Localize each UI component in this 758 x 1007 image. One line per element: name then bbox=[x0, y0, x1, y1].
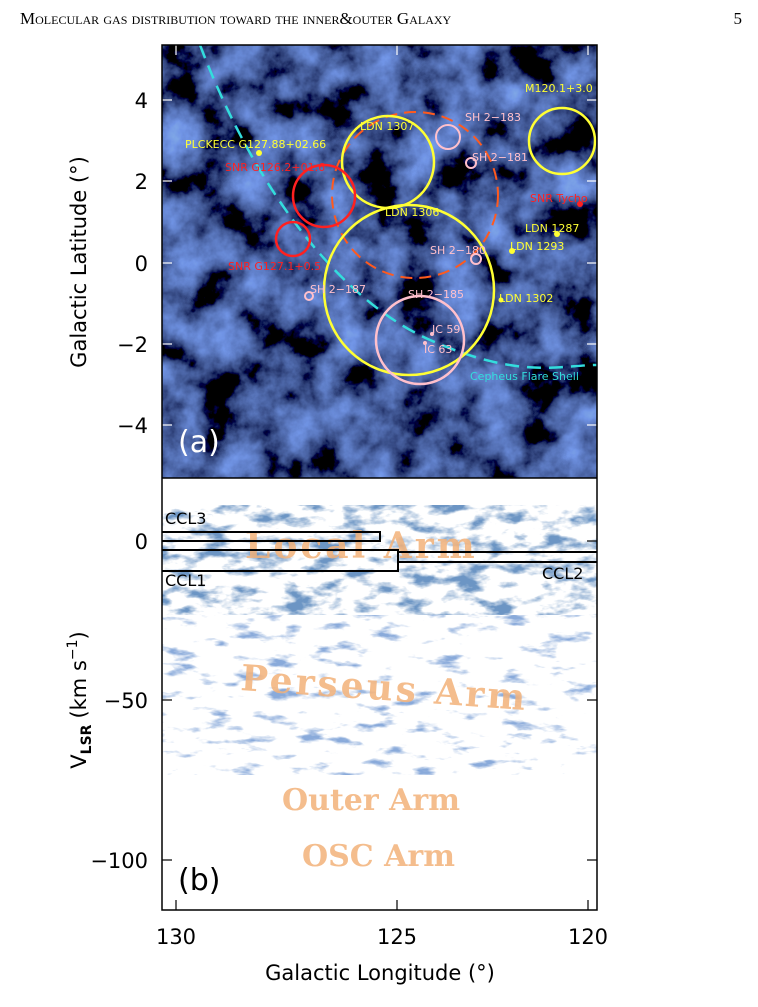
x-tick-label: 130 bbox=[156, 925, 196, 949]
panel-b: Local Arm Perseus Arm Outer Arm OSC Arm … bbox=[162, 478, 597, 910]
annotation: SH 2−187 bbox=[310, 283, 366, 296]
y-tick-label: −2 bbox=[117, 333, 148, 357]
annotation: SNR G126.2+01.6 bbox=[225, 161, 325, 174]
box-label: CCL2 bbox=[542, 564, 583, 583]
tick-marks-a bbox=[162, 45, 597, 426]
box-label: CCL3 bbox=[165, 509, 206, 528]
annotation: SNR Tycho bbox=[530, 192, 588, 205]
annotation: IC 59 bbox=[432, 323, 460, 336]
arm-label: Outer Arm bbox=[282, 783, 460, 818]
annotation: LDN 1302 bbox=[499, 292, 553, 305]
title-part: (km s bbox=[67, 660, 91, 718]
page-number: 5 bbox=[734, 9, 743, 28]
annotation: M120.1+3.0 bbox=[525, 82, 593, 95]
title-sup: −1 bbox=[65, 639, 81, 660]
panel-label: (a) bbox=[178, 425, 220, 460]
annotation: PLCKECC G127.88+02.66 bbox=[185, 138, 326, 151]
y-tick-label: −100 bbox=[90, 849, 148, 873]
y-tick-label: −50 bbox=[104, 689, 148, 713]
annotation: SNR G127.1+0.5 bbox=[228, 260, 321, 273]
tick-marks-b bbox=[162, 540, 597, 910]
annotation: LDN 1287 bbox=[525, 222, 579, 235]
arm-label: OSC Arm bbox=[302, 839, 455, 874]
y-axis-title: Galactic Latitude (°) bbox=[67, 156, 91, 368]
y-tick-label: 0 bbox=[135, 252, 148, 276]
x-tick-label: 125 bbox=[377, 925, 417, 949]
y-tick-label: 2 bbox=[135, 170, 148, 194]
annotation: IC 63 bbox=[424, 343, 452, 356]
y-tick-label: 4 bbox=[135, 89, 148, 113]
title-sub: LSR bbox=[79, 724, 95, 754]
running-title: Molecular gas distribution toward the in… bbox=[20, 9, 452, 28]
box-label: CCL1 bbox=[165, 571, 206, 590]
annotation: LDN 1307 bbox=[360, 120, 414, 133]
annotation: Cepheus Flare Shell bbox=[470, 370, 579, 383]
annotation: LDN 1293 bbox=[510, 240, 564, 253]
annotation: SH 2−183 bbox=[465, 111, 521, 124]
annotation: LDN 1306 bbox=[385, 206, 439, 219]
annotation: SH 2−181 bbox=[472, 151, 528, 164]
title-part: V bbox=[67, 754, 91, 769]
x-tick-label: 120 bbox=[568, 925, 608, 949]
x-axis-title: Galactic Longitude (°) bbox=[265, 961, 495, 985]
panel-a: PLCKECC G127.88+02.66 LDN 1307 SH 2−183 … bbox=[162, 45, 597, 478]
panel-label: (b) bbox=[178, 863, 220, 898]
y-tick-label: 0 bbox=[135, 530, 148, 554]
title-part: ) bbox=[67, 631, 91, 639]
y-axis-title: VLSR (km s−1) bbox=[65, 631, 95, 768]
y-tick-label: −4 bbox=[117, 414, 148, 438]
annotation: SH 2−185 bbox=[408, 288, 464, 301]
annotation: SH 2−180 bbox=[430, 244, 486, 257]
